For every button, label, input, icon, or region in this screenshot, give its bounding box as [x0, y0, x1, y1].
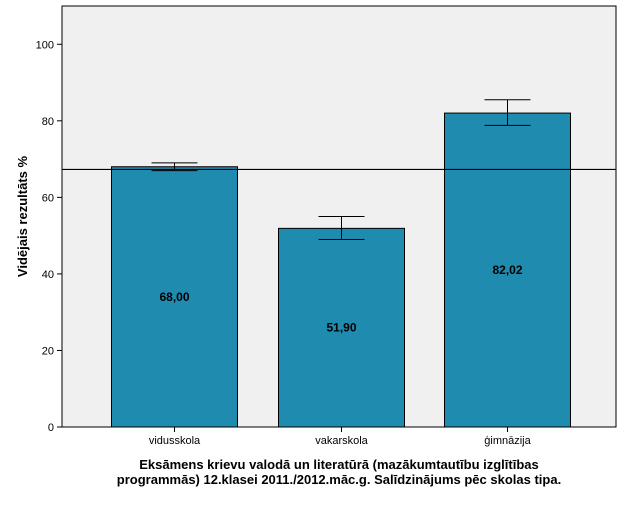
- y-tick-label-4: 80: [42, 116, 54, 128]
- data-label-2: 82,02: [492, 263, 522, 277]
- x-axis-title-line-2: programmās) 12.klasei 2011./2012.māc.g. …: [117, 472, 561, 487]
- bar-0: [111, 166, 238, 428]
- bar-2: [444, 112, 571, 428]
- y-tick-label-5: 100: [36, 39, 54, 51]
- y-axis-title: Vidējais rezultāts %: [15, 155, 30, 277]
- error-bar-1: [318, 216, 365, 240]
- data-label-0: 68,00: [159, 290, 189, 304]
- x-tick-label-1: vakarskola: [315, 435, 368, 447]
- y-tick-label-2: 40: [42, 269, 54, 281]
- y-tick-label-3: 60: [42, 192, 54, 204]
- x-tick-label-0: vidusskola: [149, 435, 201, 447]
- x-tick-label-2: ģimnāzija: [484, 434, 531, 447]
- x-axis-title-line-1: Eksāmens krievu valodā un literatūrā (ma…: [139, 457, 539, 472]
- y-tick-label-0: 0: [48, 422, 54, 434]
- y-tick-label-1: 20: [42, 345, 54, 357]
- data-label-1: 51,90: [326, 321, 356, 335]
- error-bar-2: [484, 99, 531, 126]
